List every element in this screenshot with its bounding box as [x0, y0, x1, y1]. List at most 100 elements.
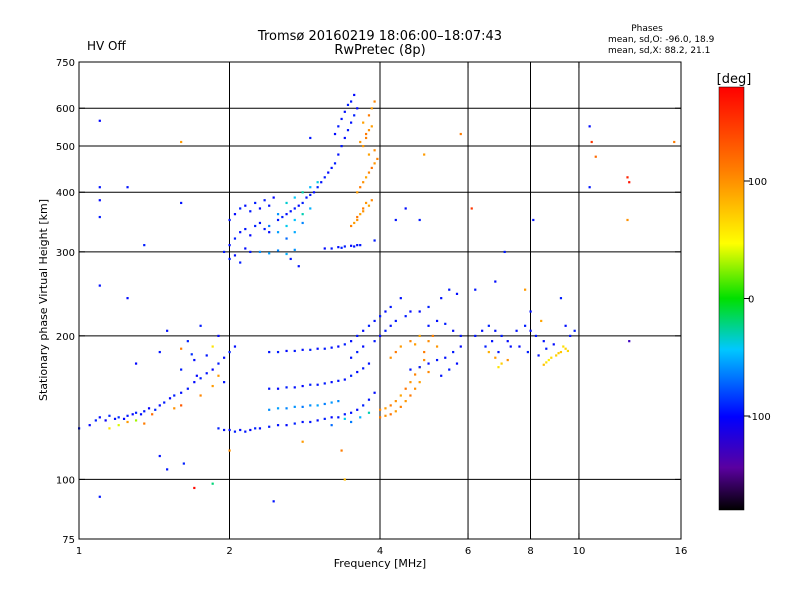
data-point — [626, 176, 629, 179]
data-point — [529, 310, 532, 313]
data-point — [399, 297, 402, 300]
data-point — [166, 468, 169, 471]
data-point — [330, 346, 333, 349]
data-point — [166, 329, 169, 332]
data-point — [540, 319, 543, 323]
data-point — [356, 408, 359, 411]
data-point — [233, 345, 237, 348]
data-point — [333, 162, 337, 165]
data-point — [394, 400, 397, 403]
data-point — [384, 329, 387, 332]
data-point — [389, 356, 392, 359]
data-point — [526, 350, 529, 354]
data-point — [384, 407, 387, 410]
data-point — [276, 231, 280, 234]
data-point — [233, 254, 237, 257]
x-tick-label: 8 — [527, 546, 533, 557]
colorbar-tick-label: -100 — [748, 412, 771, 423]
data-point — [370, 166, 373, 170]
data-point — [285, 237, 288, 240]
data-point — [293, 422, 296, 425]
data-point — [373, 319, 376, 323]
data-point — [276, 249, 280, 252]
data-point — [435, 345, 439, 348]
data-point — [353, 93, 356, 97]
data-point — [356, 191, 359, 194]
data-point — [418, 310, 421, 313]
data-point — [350, 121, 353, 124]
data-point — [309, 404, 312, 407]
data-point — [268, 224, 271, 228]
data-point — [343, 417, 346, 420]
data-point — [199, 394, 202, 397]
x-tick-label: 6 — [465, 546, 471, 557]
data-point — [343, 478, 346, 481]
data-point — [435, 358, 439, 362]
data-point — [370, 125, 373, 128]
data-point — [228, 257, 231, 261]
colorbar-tick-label: 0 — [748, 295, 754, 306]
data-point — [301, 213, 304, 216]
data-point — [350, 224, 353, 228]
data-point — [343, 343, 346, 346]
data-point — [217, 374, 220, 377]
data-point — [249, 428, 252, 432]
data-point — [350, 411, 353, 414]
data-point — [323, 402, 326, 406]
data-point — [379, 416, 382, 419]
data-point — [423, 350, 426, 354]
data-point — [289, 257, 292, 261]
data-point — [404, 387, 407, 390]
data-point — [564, 347, 567, 350]
data-point — [367, 362, 371, 365]
data-point — [545, 361, 548, 364]
data-point — [350, 244, 353, 247]
data-point — [233, 237, 237, 240]
data-point — [228, 350, 231, 354]
colorbar-ticks: 100 0 -100 — [744, 177, 771, 423]
data-point — [562, 345, 565, 348]
data-point — [367, 411, 371, 414]
data-point — [173, 407, 176, 410]
data-point — [487, 350, 490, 354]
data-point — [494, 329, 497, 332]
data-point — [309, 207, 312, 210]
data-point — [594, 155, 597, 158]
data-point — [356, 350, 359, 354]
data-point — [370, 107, 373, 110]
data-point — [389, 404, 392, 407]
data-point — [353, 221, 356, 225]
data-point — [186, 387, 189, 390]
data-point — [350, 340, 353, 343]
data-point — [399, 394, 402, 397]
data-point — [263, 199, 266, 202]
data-point — [193, 358, 196, 362]
data-point — [122, 417, 126, 420]
data-point — [500, 334, 503, 338]
data-point — [444, 356, 447, 359]
y-tick-label: 500 — [56, 142, 75, 153]
data-point — [364, 201, 368, 205]
data-point — [154, 408, 157, 411]
chart-subtitle: RwPretec (8p) — [334, 43, 425, 58]
phase-stats-heading: Phases — [631, 24, 663, 34]
data-point — [418, 381, 421, 384]
y-tick-label: 400 — [56, 188, 75, 199]
data-point — [98, 495, 101, 498]
data-point — [367, 153, 371, 156]
data-point — [367, 129, 371, 132]
data-point — [293, 405, 296, 408]
colorbar — [718, 86, 745, 511]
data-point — [431, 334, 434, 338]
data-point — [249, 250, 252, 254]
data-point — [487, 324, 490, 327]
data-point — [195, 374, 198, 377]
data-point — [228, 244, 231, 247]
data-point — [244, 430, 247, 433]
data-point — [199, 377, 202, 380]
data-point — [373, 239, 376, 242]
data-point — [367, 324, 371, 327]
plot-frame — [78, 61, 682, 540]
data-point — [356, 107, 359, 110]
